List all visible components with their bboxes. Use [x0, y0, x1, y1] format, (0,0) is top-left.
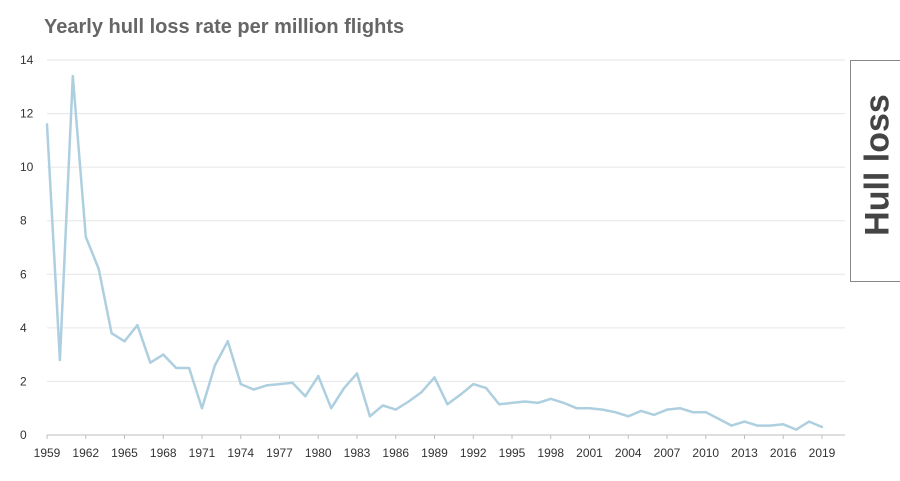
data-point [355, 372, 359, 375]
y-tick-label: 6 [20, 267, 27, 281]
data-point [213, 364, 217, 367]
x-tick-label: 1962 [72, 446, 99, 460]
data-point [446, 402, 449, 406]
data-point [743, 420, 746, 423]
data-point [652, 413, 656, 417]
data-point [187, 366, 191, 370]
x-tick-label: 1995 [499, 446, 526, 460]
data-point [575, 407, 578, 410]
data-point [317, 374, 320, 378]
y-axis-ticks: 0 2 4 6 8 10 12 14 [20, 53, 34, 442]
data-point [562, 401, 565, 405]
x-tick-label: 2004 [615, 446, 642, 460]
data-point [484, 386, 488, 390]
data-point [381, 404, 385, 407]
x-tick-label: 1980 [305, 446, 332, 460]
data-point [769, 424, 772, 427]
data-point [627, 415, 630, 418]
x-tick-label: 2010 [692, 446, 719, 460]
x-tick-label: 1959 [34, 446, 61, 460]
data-point [291, 381, 294, 384]
data-point [45, 123, 49, 126]
y-tick-label: 12 [20, 107, 34, 121]
data-point [794, 428, 798, 431]
x-tick-label: 1971 [189, 446, 216, 460]
y-tick-label: 8 [20, 214, 27, 228]
data-point [252, 388, 255, 391]
x-tick-label: 2019 [809, 446, 836, 460]
x-tick-label: 1998 [537, 446, 564, 460]
data-point [730, 424, 733, 427]
data-point [807, 420, 811, 423]
data-point [97, 267, 100, 271]
data-point [239, 382, 242, 386]
data-point [717, 417, 720, 421]
x-tick-label: 1992 [460, 446, 487, 460]
data-point [265, 384, 268, 387]
x-tick-label: 1968 [150, 446, 177, 460]
data-point [678, 407, 682, 410]
data-point [497, 402, 501, 406]
data-point [510, 401, 514, 405]
data-point [614, 411, 617, 414]
data-point [459, 393, 462, 397]
data-point [342, 386, 346, 390]
data-point [588, 407, 591, 410]
x-tick-label: 2013 [731, 446, 758, 460]
y-tick-label: 14 [20, 53, 34, 67]
chart-title: Yearly hull loss rate per million flight… [44, 16, 405, 38]
data-point [536, 401, 540, 405]
x-tick-label: 1983 [344, 446, 371, 460]
data-point [472, 382, 475, 386]
y-tick-label: 0 [20, 428, 27, 442]
data-point [149, 361, 152, 364]
data-point [136, 323, 139, 327]
data-point [174, 366, 178, 370]
data-point [820, 425, 824, 429]
x-tick-label: 2016 [770, 446, 797, 460]
y-tick-label: 2 [20, 374, 27, 388]
data-point [756, 424, 759, 427]
x-tick-label: 1974 [227, 446, 254, 460]
data-point [433, 376, 436, 379]
data-point [304, 394, 307, 398]
x-tick-label: 1977 [266, 446, 293, 460]
data-point [58, 358, 62, 362]
series-layer [45, 74, 824, 431]
data-point [691, 411, 695, 414]
data-point [704, 411, 707, 414]
y-tick-label: 4 [20, 321, 27, 335]
data-point [549, 397, 552, 401]
x-tick-label: 1989 [421, 446, 448, 460]
x-tick-label: 2001 [576, 446, 603, 460]
x-tick-label: 2007 [654, 446, 681, 460]
data-point [665, 408, 669, 411]
data-point [162, 353, 165, 356]
x-tick-label: 1965 [111, 446, 138, 460]
data-point [394, 408, 397, 411]
data-point [639, 409, 643, 413]
data-point [278, 382, 281, 386]
data-point [200, 407, 204, 410]
data-point [226, 340, 230, 343]
data-point [84, 235, 87, 238]
y-tick-label: 10 [20, 160, 34, 174]
data-point [782, 423, 785, 426]
grid-lines [47, 59, 845, 436]
data-point [329, 407, 333, 410]
data-point [420, 390, 423, 394]
data-point [523, 400, 527, 403]
side-tab-label: Hull loss [858, 94, 897, 236]
data-point [110, 332, 113, 335]
x-axis-ticks: 1959 1962 1965 1968 1971 1974 1977 1980 1983 1986… [34, 435, 836, 460]
x-tick-label: 1986 [382, 446, 409, 460]
data-point [368, 415, 372, 418]
data-point [601, 408, 604, 411]
data-point [71, 74, 75, 78]
data-point [123, 340, 126, 343]
data-point [407, 400, 410, 403]
side-tab-box [850, 60, 900, 282]
